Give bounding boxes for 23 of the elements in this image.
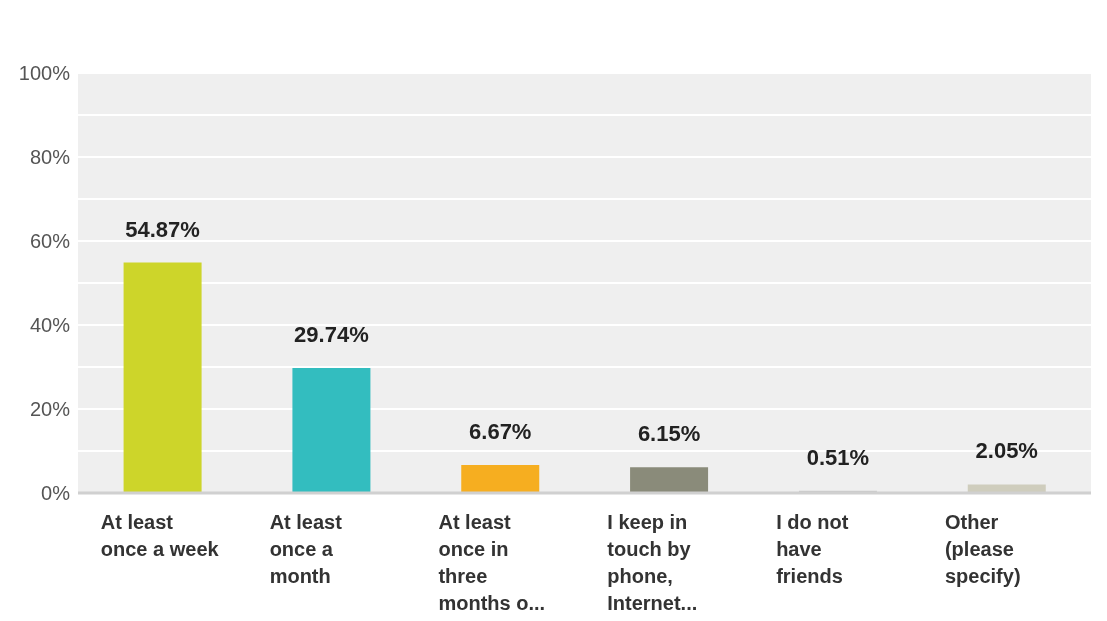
x-tick-label: I keep in touch by phone, Internet...: [607, 511, 698, 614]
bar: [123, 262, 202, 493]
x-tick-label: Other (please specify): [944, 511, 1021, 587]
y-tick-label: 20%: [29, 398, 71, 421]
data-label: 6.15%: [637, 421, 701, 447]
bar: [630, 467, 709, 493]
y-tick-label: 80%: [29, 146, 71, 169]
bar: [292, 368, 371, 493]
data-label: 0.51%: [806, 444, 870, 470]
data-label: 6.67%: [469, 418, 532, 444]
bar: [967, 484, 1046, 493]
bar: [461, 464, 540, 493]
x-tick-label: At least once a month: [269, 511, 343, 587]
y-tick-label: 60%: [29, 230, 71, 253]
x-tick-label: At least once in three months o...: [438, 511, 546, 614]
y-tick-label: 0%: [41, 482, 71, 505]
data-label: 29.74%: [294, 322, 369, 348]
data-label: 54.87%: [125, 216, 200, 242]
y-tick-label: 40%: [29, 314, 71, 337]
y-tick-label: 100%: [18, 62, 71, 85]
x-tick-label: I do not have friends: [776, 511, 849, 587]
x-tick-label: At least once a week: [100, 511, 220, 560]
data-label: 2.05%: [975, 438, 1038, 464]
